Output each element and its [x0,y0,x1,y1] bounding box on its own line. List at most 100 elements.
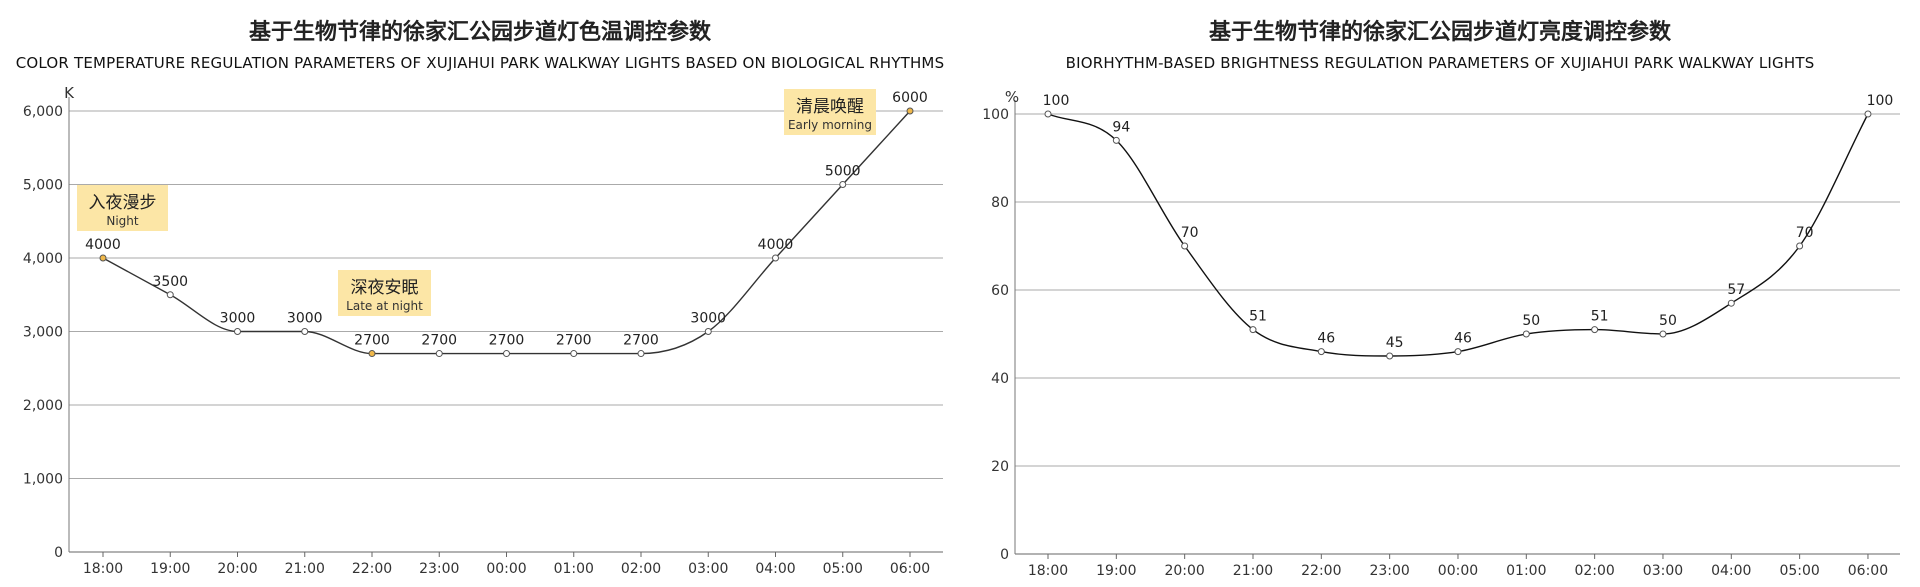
data-point [435,350,443,358]
annotation-subtitle: Night [106,214,139,228]
color-temperature-chart: 基于生物节律的徐家汇公园步道灯色温调控参数 COLOR TEMPERATURE … [15,20,945,577]
data-label: 2700 [354,333,390,349]
data-point [1864,110,1872,118]
x-tick-label: 03:00 [688,561,728,577]
data-label: 70 [1796,225,1814,241]
x-tick-label: 06:00 [1848,563,1888,579]
y-tick-label: 60 [991,283,1009,299]
data-point [839,181,847,188]
data-point [503,350,510,358]
x-tick-label: 23:00 [1369,563,1409,579]
data-point [1522,330,1530,338]
annotation-subtitle: Early morning [788,118,872,132]
data-label: 3000 [220,311,256,327]
y-tick-label: 0 [1000,547,1009,563]
data-label: 3000 [690,311,726,327]
x-tick-label: 20:00 [1164,563,1204,579]
y-tick-label: 6,000 [23,104,63,120]
x-tick-label: 21:00 [1233,563,1273,579]
y-tick-label: 100 [982,107,1009,123]
x-tick-label: 22:00 [352,561,392,577]
data-label: 2700 [421,333,457,349]
x-tick-label: 01:00 [554,561,594,577]
data-point [906,107,914,115]
data-point [1249,326,1257,334]
data-point [166,291,174,299]
data-label: 51 [1249,309,1267,325]
data-point [368,350,376,358]
chart-subtitle: BIORHYTHM-BASED BRIGHTNESS REGULATION PA… [1065,54,1815,72]
data-label: 46 [1454,331,1472,347]
annotation-box [784,89,876,135]
chart-subtitle: COLOR TEMPERATURE REGULATION PARAMETERS … [15,54,945,72]
y-tick-label: 0 [54,545,63,561]
x-tick-label: 20:00 [217,561,257,577]
chart-title: 基于生物节律的徐家汇公园步道灯色温调控参数 [248,20,711,45]
annotation-title: 深夜安眠 [351,278,419,298]
data-label: 70 [1181,225,1199,241]
data-point [704,328,712,335]
data-label: 4000 [758,237,794,253]
data-point [1591,326,1599,334]
data-point [1181,242,1189,250]
x-tick-label: 03:00 [1643,563,1683,579]
data-point [234,328,241,335]
data-point [1796,242,1804,250]
data-label: 2700 [489,333,525,349]
data-label: 2700 [556,333,592,349]
data-label: 100 [1867,93,1894,109]
data-point [772,254,779,262]
data-label: 94 [1112,119,1130,135]
series-line [1047,113,1869,357]
annotation-box [338,270,431,316]
annotation-title: 清晨唤醒 [796,97,864,117]
x-tick-label: 05:00 [1779,563,1819,579]
x-tick-label: 18:00 [1028,563,1068,579]
x-tick-label: 04:00 [1711,563,1751,579]
data-point [1659,330,1667,338]
data-label: 3500 [152,274,188,290]
data-point [301,328,309,335]
data-point [637,350,645,358]
brightness-plot: 0 20 40 60 80 100% 18:00 19:00 20:00 21:00 22:00 23… [982,88,1900,579]
data-point [1112,136,1120,144]
x-tick-label: 01:00 [1506,563,1546,579]
x-tick-label: 00:00 [1438,563,1478,579]
data-label: 50 [1659,313,1677,329]
x-tick-label: 06:00 [890,561,930,577]
data-point [1454,348,1462,356]
data-label: 51 [1591,309,1609,325]
x-tick-label: 04:00 [755,561,795,577]
data-point [1727,299,1735,307]
brightness-chart: 基于生物节律的徐家汇公园步道灯亮度调控参数 BIORHYTHM-BASED BR… [960,0,1920,587]
chart-title: 基于生物节律的徐家汇公园步道灯亮度调控参数 [1208,20,1671,45]
y-tick-label: 40 [991,371,1009,387]
data-label: 57 [1727,282,1745,298]
y-axis-unit: % [1005,88,1019,106]
x-tick-label: 02:00 [621,561,661,577]
x-tick-label: 00:00 [486,561,526,577]
x-tick-label: 21:00 [285,561,325,577]
data-label: 100 [1043,93,1070,109]
data-point [570,350,578,358]
data-label: 5000 [825,164,861,180]
y-tick-label: 3,000 [23,325,63,341]
data-label: 50 [1522,313,1540,329]
x-tick-label: 22:00 [1301,563,1341,579]
y-tick-label: 2,000 [23,398,63,414]
x-tick-label: 02:00 [1574,563,1614,579]
y-axis-unit: K [64,84,75,102]
y-tick-label: 4,000 [23,251,63,267]
y-tick-label: 20 [991,459,1009,475]
data-point [1317,348,1325,356]
data-point [1044,110,1052,118]
data-label: 46 [1317,331,1335,347]
data-label: 3000 [287,311,323,327]
x-tick-label: 19:00 [1096,563,1136,579]
annotation-box [77,185,168,231]
data-label: 2700 [623,333,659,349]
y-tick-label: 5,000 [23,178,63,194]
x-tick-label: 05:00 [823,561,863,577]
y-tick-label: 80 [991,195,1009,211]
